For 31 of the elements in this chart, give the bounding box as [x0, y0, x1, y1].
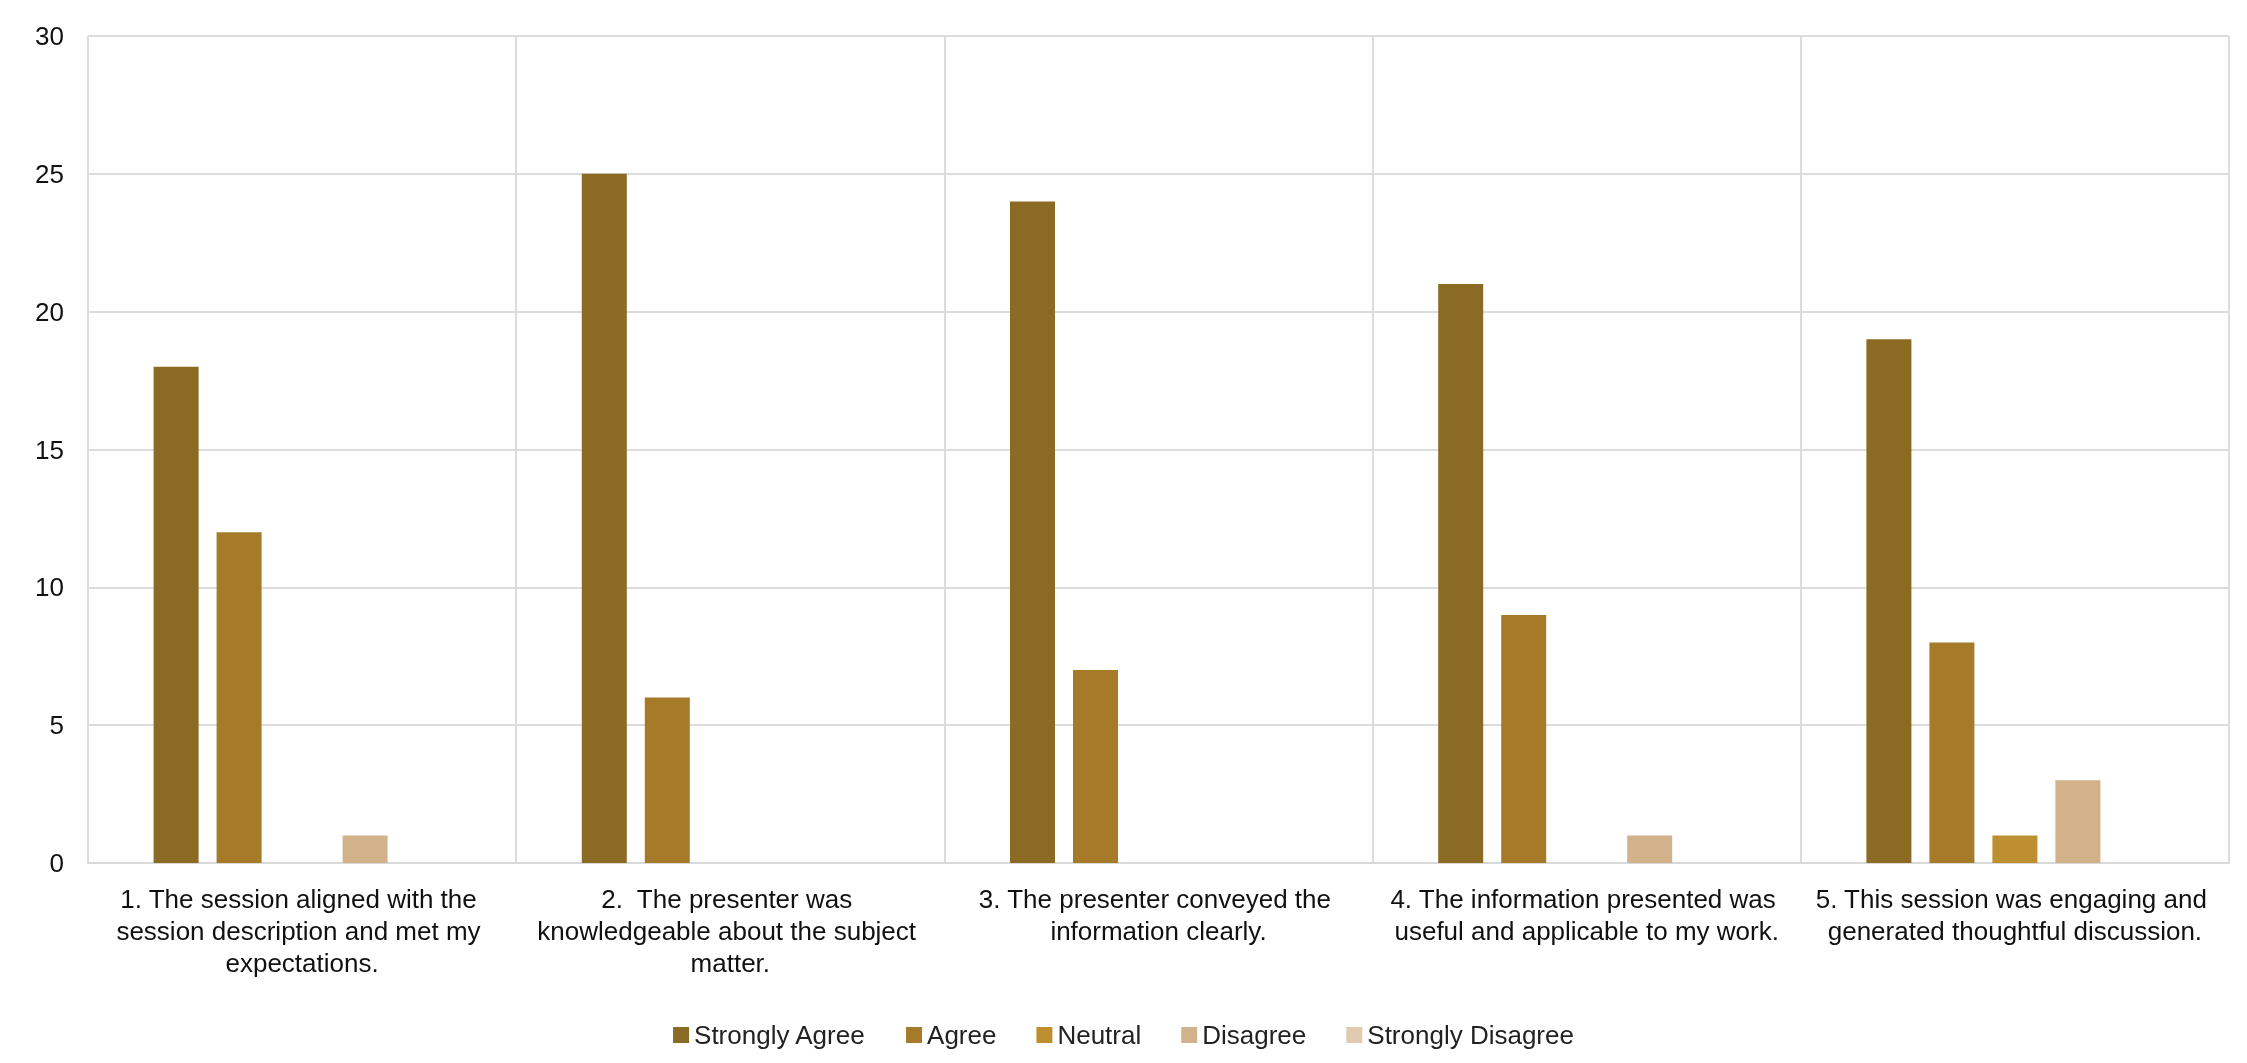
- x-tick-label: 5. This session was engaging and generated thoughtful discussion.: [1815, 884, 2215, 946]
- bar: [1438, 284, 1484, 863]
- y-tick-label: 25: [35, 158, 64, 189]
- bar: [644, 697, 690, 863]
- bar: [1992, 835, 2038, 863]
- legend-label: Agree: [927, 1020, 997, 1050]
- bar: [153, 366, 199, 863]
- bar: [1501, 614, 1547, 863]
- bar: [216, 532, 262, 863]
- bar: [2055, 780, 2101, 863]
- y-tick-label: 20: [35, 296, 64, 327]
- bar: [1627, 835, 1673, 863]
- x-tick-label: 2. The presenter was knowledgeable about the subject matter.: [537, 884, 924, 978]
- bar: [1929, 642, 1975, 863]
- y-tick-label: 15: [35, 434, 64, 465]
- x-tick-label: 4. The information presented was useful and applicable to my work.: [1390, 884, 1784, 946]
- legend-label: Strongly Agree: [694, 1020, 865, 1050]
- y-tick-label: 5: [49, 710, 64, 741]
- y-tick-label: 10: [35, 572, 64, 603]
- bar: [1866, 339, 1912, 863]
- x-tick-label: 1. The session aligned with the session description and met my expectations.: [116, 884, 488, 978]
- x-tick-label: 3. The presenter conveyed the information clearly.: [978, 884, 1339, 946]
- bar: [342, 835, 388, 863]
- bar: [1073, 670, 1118, 863]
- legend-label: Strongly Disagree: [1367, 1020, 1574, 1050]
- bar: [1010, 201, 1055, 863]
- bar: [581, 173, 627, 863]
- legend-label: Neutral: [1057, 1020, 1142, 1050]
- y-tick-label: 0: [49, 848, 64, 878]
- y-tick-label: 30: [35, 21, 64, 51]
- legend-label: Disagree: [1202, 1020, 1307, 1050]
